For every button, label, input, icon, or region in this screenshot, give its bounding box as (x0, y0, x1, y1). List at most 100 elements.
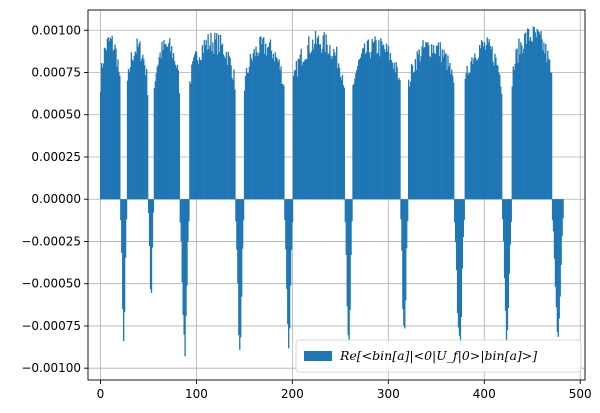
bar (173, 60, 176, 200)
bar (407, 199, 409, 222)
bar (488, 39, 490, 200)
bar (492, 61, 494, 200)
bar (149, 199, 152, 290)
bar (467, 74, 469, 200)
bar (245, 68, 248, 200)
bar (101, 67, 104, 200)
bar (550, 72, 553, 200)
bar (255, 46, 257, 200)
bar (472, 64, 474, 200)
bar (422, 40, 424, 200)
bar (336, 46, 338, 200)
bar (279, 70, 281, 200)
bar (400, 199, 402, 220)
bar (312, 39, 314, 200)
bar (123, 199, 126, 313)
bar (206, 49, 208, 200)
bar (493, 65, 495, 200)
bar (212, 42, 214, 200)
bar (174, 64, 177, 200)
y-tick-label: 0.00000 (31, 192, 81, 206)
bar (504, 199, 507, 311)
bar (130, 52, 133, 200)
bar (274, 52, 276, 200)
bar (459, 199, 462, 345)
bar (256, 52, 258, 200)
bar (460, 199, 463, 318)
bar (321, 48, 323, 200)
bar (118, 71, 120, 200)
bar (312, 49, 315, 200)
bar (429, 56, 431, 200)
bar (228, 55, 230, 200)
bar (301, 65, 303, 200)
bar (433, 53, 436, 200)
bar (235, 199, 237, 222)
bar (537, 30, 539, 200)
bar (508, 199, 511, 274)
bar (314, 30, 317, 200)
bar (154, 81, 156, 200)
bar (344, 199, 346, 223)
bar (464, 78, 466, 200)
bar (211, 51, 213, 200)
bar (113, 49, 115, 200)
bar (193, 57, 195, 200)
bar (231, 77, 233, 200)
bar (378, 40, 380, 200)
bar (524, 33, 526, 200)
bar (126, 80, 129, 200)
bar (377, 52, 379, 200)
bar (382, 45, 384, 200)
bar (469, 73, 471, 200)
bar (394, 72, 396, 200)
bar (363, 43, 366, 200)
bar (184, 199, 186, 357)
bar (136, 38, 138, 200)
bar (522, 53, 524, 200)
bar (198, 57, 201, 200)
bar (176, 64, 179, 200)
bar (553, 199, 556, 259)
bar (451, 69, 453, 200)
bar (365, 52, 368, 200)
bar (476, 60, 478, 200)
bar (438, 56, 440, 200)
bar (355, 73, 357, 200)
bar (439, 42, 441, 200)
bar (112, 50, 114, 200)
bar (320, 52, 322, 200)
bar (117, 59, 119, 200)
bar (409, 81, 412, 200)
bar (282, 83, 284, 200)
bar (388, 60, 391, 200)
bar (434, 54, 437, 200)
bar (505, 199, 508, 342)
bar (313, 43, 316, 200)
y-tick-label: 0.00025 (31, 150, 81, 164)
bar (202, 52, 204, 200)
bar (356, 69, 358, 200)
bar (128, 71, 131, 200)
bar (170, 46, 173, 200)
bar (351, 199, 353, 222)
bar (410, 64, 413, 200)
bar (114, 44, 116, 200)
bar (189, 81, 191, 200)
bar (428, 44, 430, 200)
bar (133, 55, 135, 200)
bar (403, 199, 405, 326)
bar (275, 57, 277, 200)
bar (384, 52, 387, 200)
bar (371, 38, 373, 200)
bar (280, 66, 282, 200)
bar (511, 86, 513, 200)
axes-frame (87, 9, 586, 381)
bar (549, 59, 551, 200)
bar (556, 199, 559, 332)
bar (306, 59, 308, 200)
bar (544, 53, 546, 200)
bar (338, 67, 341, 200)
bar (440, 62, 442, 200)
bar (380, 38, 382, 200)
